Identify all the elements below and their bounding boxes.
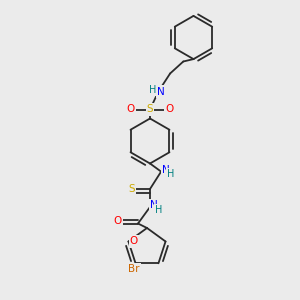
Text: O: O xyxy=(165,104,174,115)
Text: H: H xyxy=(167,169,175,179)
Text: S: S xyxy=(147,104,153,115)
Text: S: S xyxy=(128,184,135,194)
Text: H: H xyxy=(149,85,157,95)
Text: O: O xyxy=(114,215,122,226)
Text: Br: Br xyxy=(128,264,140,274)
Text: H: H xyxy=(155,205,163,215)
Text: N: N xyxy=(157,86,165,97)
Text: N: N xyxy=(150,200,158,211)
Text: O: O xyxy=(126,104,135,115)
Text: N: N xyxy=(162,165,170,175)
Text: O: O xyxy=(130,236,138,247)
